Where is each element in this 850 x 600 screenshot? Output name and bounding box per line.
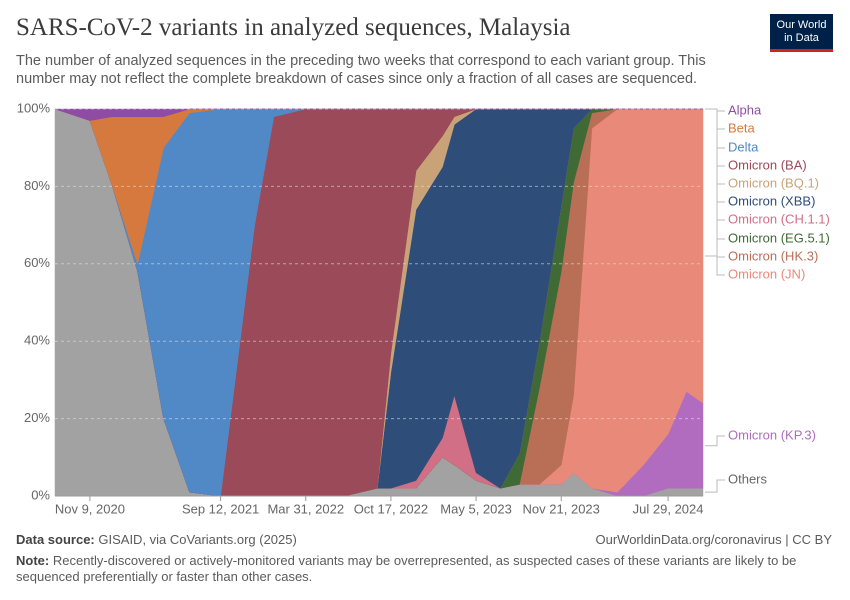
x-tick-label: Nov 21, 2023 xyxy=(523,501,600,516)
chart-subtitle: The number of analyzed sequences in the … xyxy=(16,53,706,87)
y-tick-label: 20% xyxy=(24,410,50,425)
note-label: Note: xyxy=(16,553,50,568)
note-text: Recently-discovered or actively-monitore… xyxy=(16,553,797,584)
legend-label: Omicron (BQ.1) xyxy=(728,175,819,190)
legend-connector xyxy=(705,479,725,493)
legend-label: Omicron (XBB) xyxy=(728,193,815,208)
legend-connector xyxy=(705,108,725,167)
legend-connector xyxy=(705,108,725,112)
credit[interactable]: OurWorldinData.org/coronavirus | CC BY xyxy=(595,532,832,547)
y-tick-label: 80% xyxy=(24,178,50,193)
source-label: Data source: xyxy=(16,532,95,547)
note: Note: Recently-discovered or actively-mo… xyxy=(16,553,816,585)
legend-connector xyxy=(705,108,725,185)
y-tick-label: 0% xyxy=(31,487,50,502)
legend-label: Others xyxy=(728,471,768,486)
legend-label: Omicron (HK.3) xyxy=(728,248,818,263)
legend-connector xyxy=(705,108,725,258)
legend-connector xyxy=(705,108,725,221)
legend-label: Delta xyxy=(728,139,759,154)
logo-line: in Data xyxy=(784,32,819,44)
legend-label: Omicron (KP.3) xyxy=(728,427,816,442)
legend-label: Beta xyxy=(728,120,756,135)
area xyxy=(54,108,703,121)
logo[interactable]: Our World in Data xyxy=(770,14,833,52)
chart: 0% 20% 40% 60% 80% 100% Nov 9, 2020 Sep 12, 202… xyxy=(17,100,830,516)
legend-connector xyxy=(705,108,725,130)
legend-connector xyxy=(705,435,725,447)
chart-title: SARS-CoV-2 variants in analyzed sequence… xyxy=(16,14,571,41)
source-text: GISAID, via CoVariants.org (2025) xyxy=(98,532,297,547)
legend-label: Omicron (EG.5.1) xyxy=(728,230,830,245)
x-tick-label: Nov 9, 2020 xyxy=(55,501,125,516)
source: Data source: GISAID, via CoVariants.org … xyxy=(16,532,297,547)
legend-label: Omicron (CH.1.1) xyxy=(728,211,830,226)
legend-connector xyxy=(705,255,725,276)
x-tick-label: Oct 17, 2022 xyxy=(354,501,428,516)
x-tick-label: May 5, 2023 xyxy=(440,501,512,516)
legend-label: Omicron (JN) xyxy=(728,266,805,281)
x-tick-label: Jul 29, 2024 xyxy=(633,501,704,516)
y-tick-label: 40% xyxy=(24,333,50,348)
x-tick-label: Mar 31, 2022 xyxy=(267,501,344,516)
legend-label: Alpha xyxy=(728,102,762,117)
logo-line: Our World xyxy=(776,19,827,31)
legend-connector xyxy=(705,108,725,203)
x-tick-label: Sep 12, 2021 xyxy=(182,501,259,516)
y-tick-label: 100% xyxy=(17,100,51,115)
y-tick-label: 60% xyxy=(24,255,50,270)
legend-label: Omicron (BA) xyxy=(728,157,807,172)
